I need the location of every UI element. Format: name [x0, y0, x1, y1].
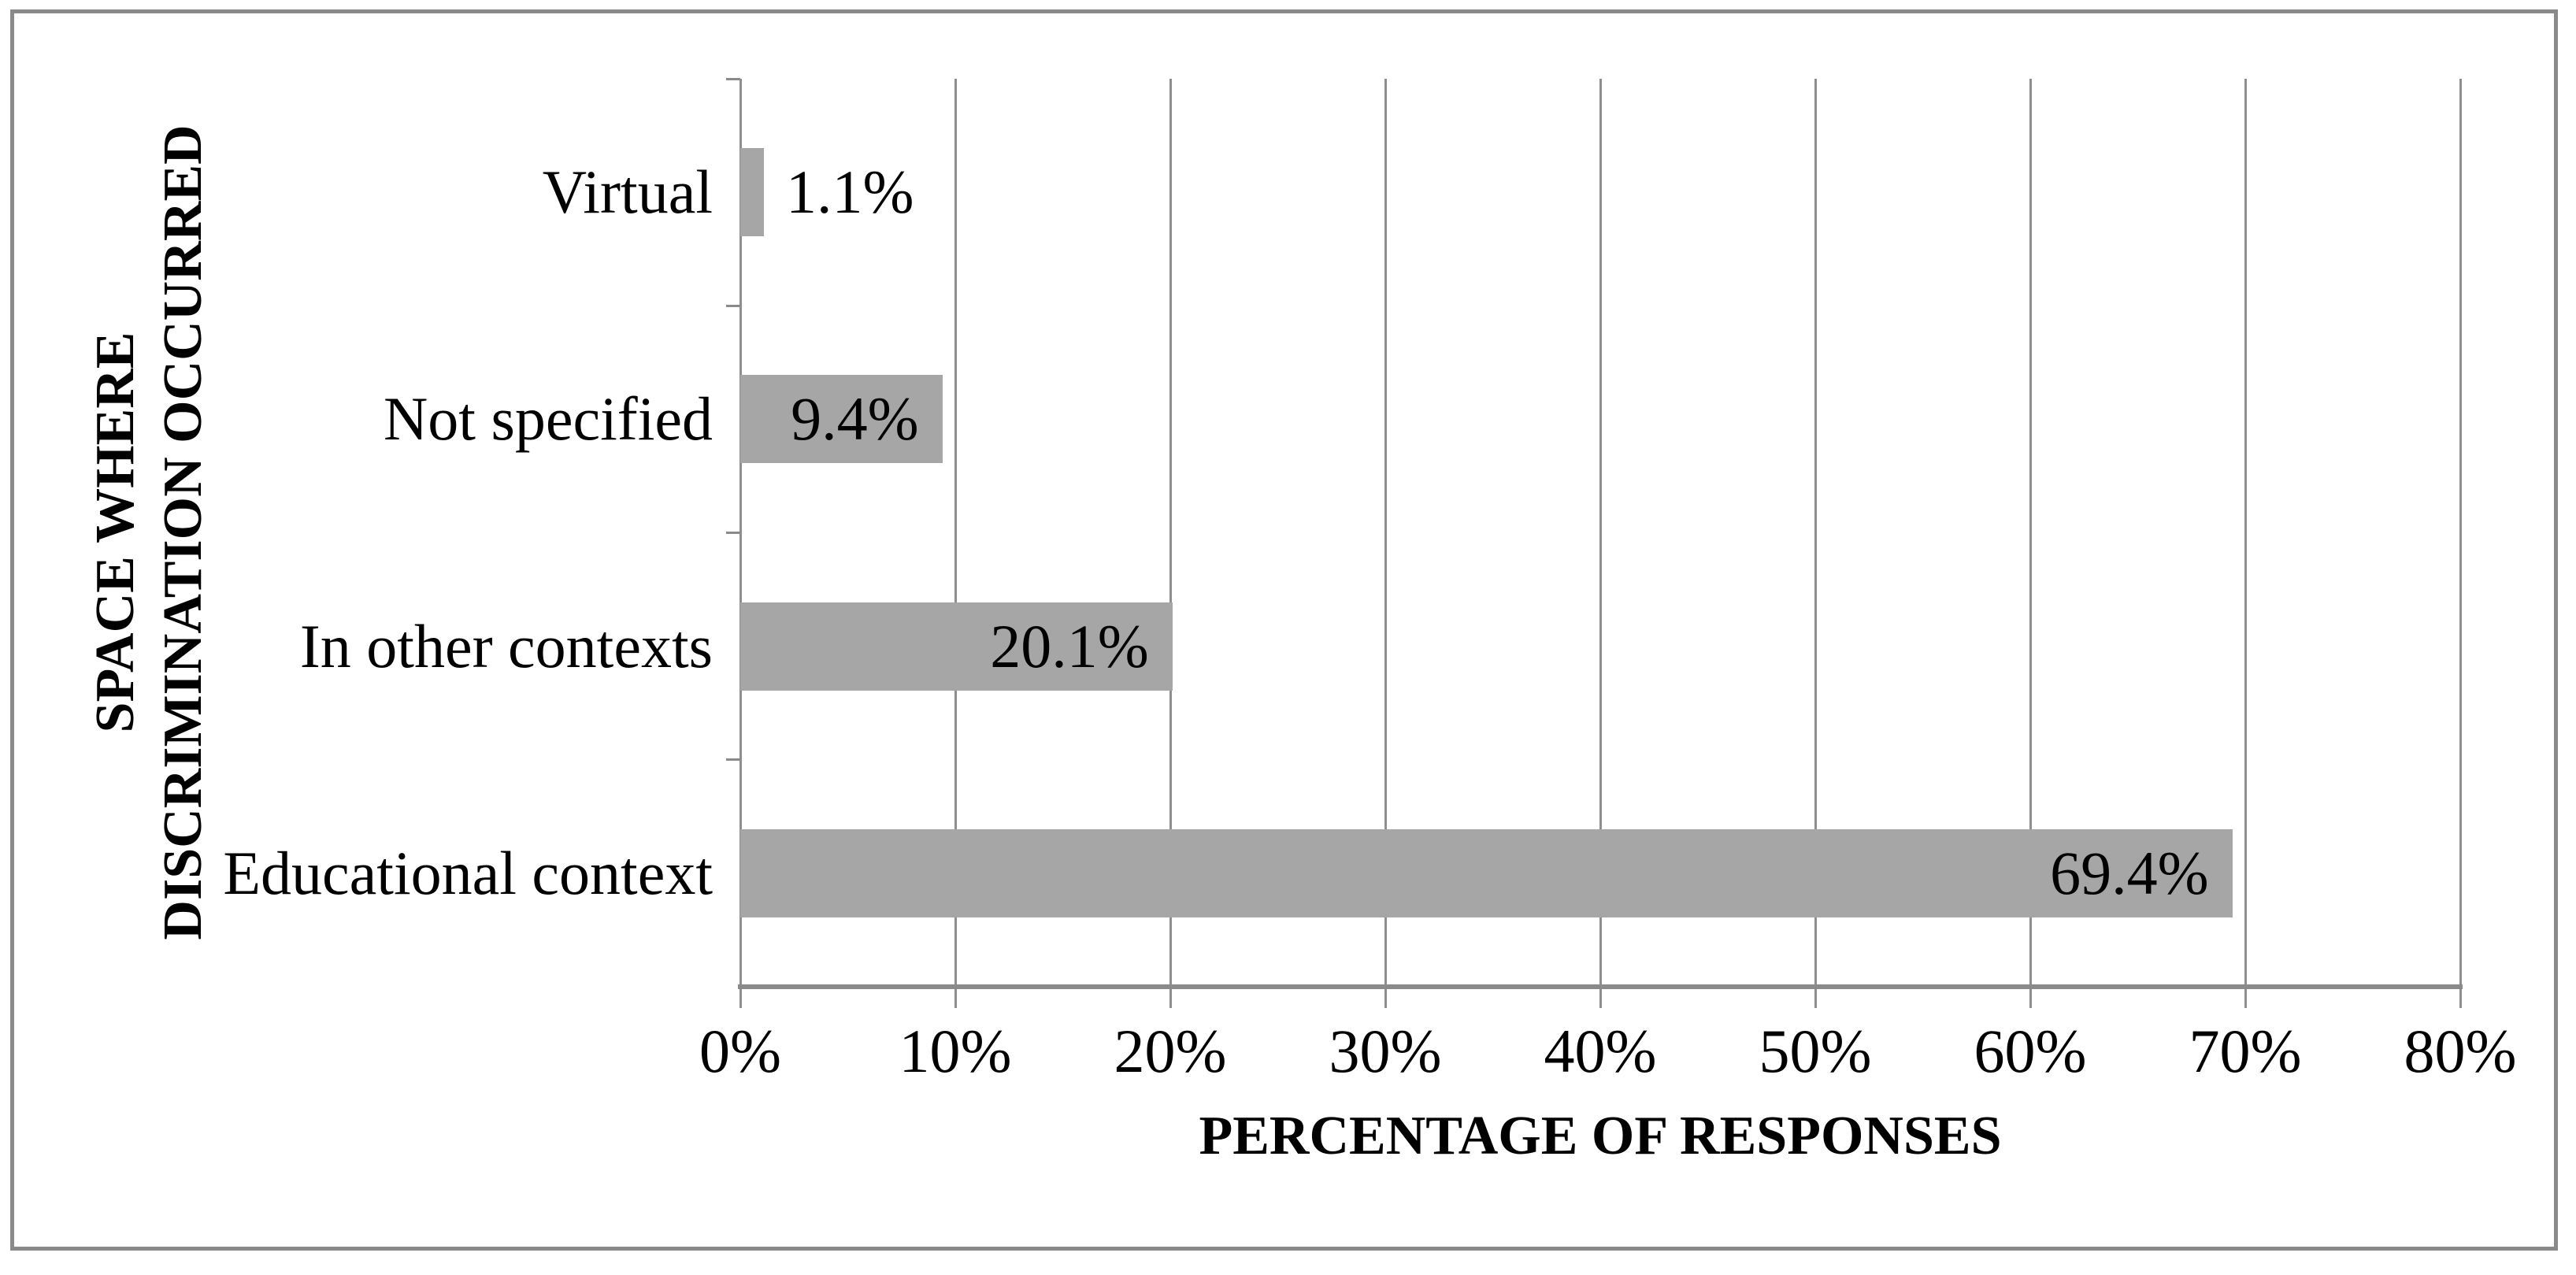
chart-frame-border: [10, 9, 2558, 1251]
x-tick-mark: [1169, 987, 1172, 1008]
bar-not-specified: [740, 375, 943, 464]
category-label-virtual: Virtual: [542, 158, 713, 227]
y-tick-mark: [726, 532, 740, 534]
bar-value-label-not-specified: 9.4%: [791, 384, 919, 454]
gridline-80%: [2459, 79, 2462, 987]
x-tick-label: 50%: [1759, 1017, 1872, 1085]
gridline-10%: [954, 79, 957, 987]
gridline-20%: [1169, 79, 1172, 987]
x-tick-label: 80%: [2404, 1017, 2517, 1085]
x-tick-label: 70%: [2189, 1017, 2302, 1085]
bar-value-label-educational-context: 69.4%: [2050, 838, 2209, 907]
category-label-not-specified: Not specified: [383, 384, 713, 454]
x-tick-label: 0%: [699, 1017, 781, 1085]
bar-in-other-contexts: [740, 602, 1173, 691]
x-tick-mark: [1814, 987, 1817, 1008]
gridline-40%: [1599, 79, 1602, 987]
x-tick-mark: [1599, 987, 1602, 1008]
x-tick-mark: [954, 987, 957, 1008]
category-label-in-other-contexts: In other contexts: [299, 611, 713, 680]
x-axis-title: PERCENTAGE OF RESPONSES: [1199, 1106, 2002, 1166]
x-tick-label: 30%: [1329, 1017, 1442, 1085]
x-tick-mark: [2459, 987, 2462, 1008]
x-tick-label: 60%: [1974, 1017, 2087, 1085]
y-tick-mark: [726, 758, 740, 762]
bar-educational-context: [740, 828, 2233, 917]
x-tick-mark: [2029, 987, 2032, 1008]
bar-value-label-in-other-contexts: 20.1%: [990, 611, 1149, 680]
gridline-30%: [1384, 79, 1387, 987]
gridline-0%: [739, 79, 742, 987]
x-tick-label: 10%: [899, 1017, 1012, 1085]
x-axis-line: [738, 984, 2463, 989]
y-tick-mark: [726, 304, 740, 307]
x-tick-mark: [2244, 987, 2247, 1008]
category-label-educational-context: Educational context: [223, 838, 713, 907]
x-tick-label: 40%: [1544, 1017, 1657, 1085]
gridline-60%: [2029, 79, 2032, 987]
gridline-70%: [2244, 79, 2247, 987]
bar-virtual: [740, 148, 765, 237]
y-axis-title-line-2: DISCRIMINATION OCCURRED: [153, 124, 213, 940]
y-axis-title-line-1: SPACE WHERE: [85, 332, 146, 733]
y-axis-title: SPACE WHERE DISCRIMINATION OCCURRED: [82, 20, 217, 1044]
gridline-50%: [1814, 79, 1817, 987]
x-tick-mark: [1384, 987, 1387, 1008]
bar-value-label-virtual: 1.1%: [786, 158, 914, 227]
x-tick-mark: [739, 987, 742, 1008]
y-tick-mark: [726, 77, 740, 80]
x-tick-label: 20%: [1114, 1017, 1227, 1085]
